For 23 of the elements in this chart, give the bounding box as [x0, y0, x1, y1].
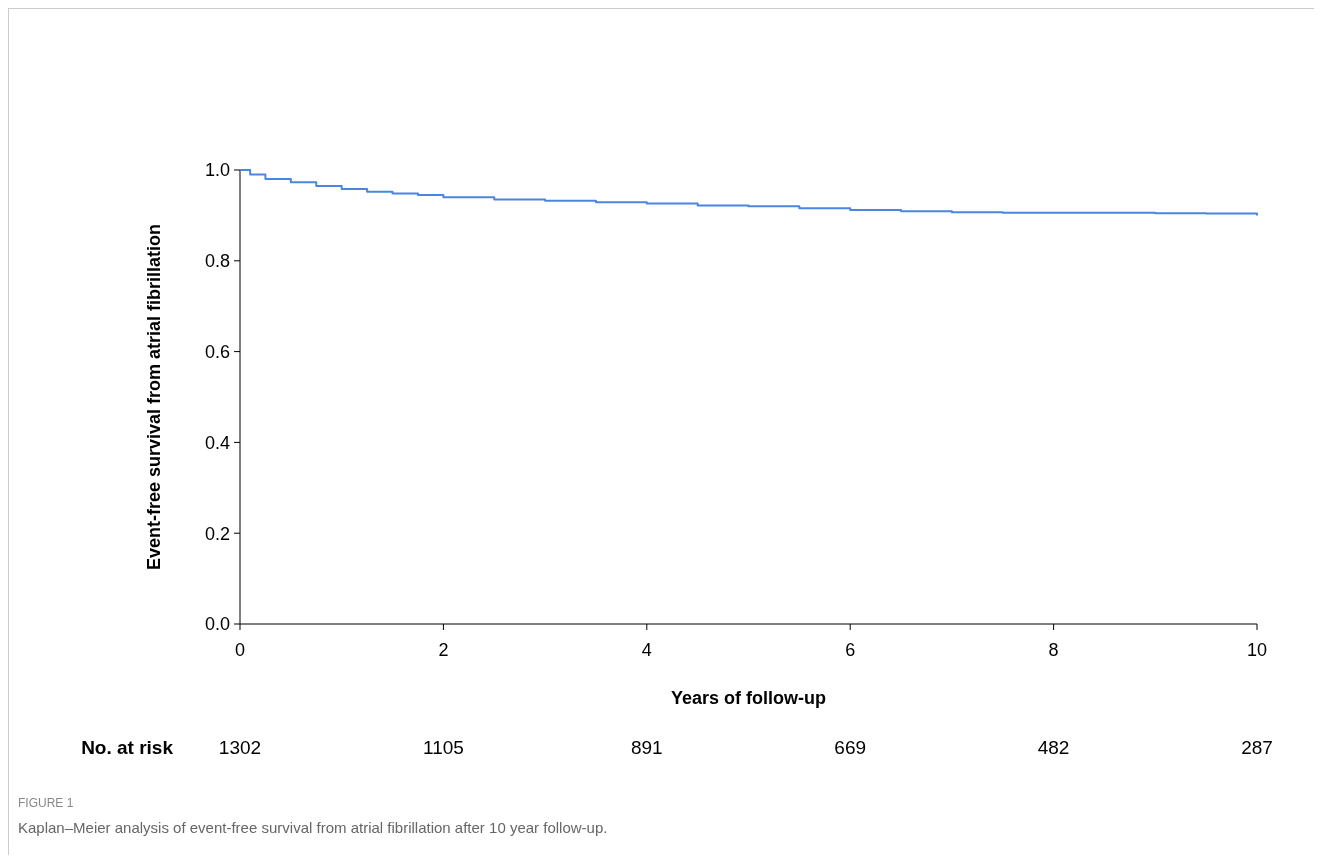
- x-tick-label: 6: [845, 640, 856, 660]
- text: 482: [1037, 737, 1070, 758]
- text: No. at risk: [81, 737, 174, 758]
- x-tick-label: 2: [438, 640, 449, 660]
- y-tick-label: 1.0: [204, 160, 230, 181]
- y-tick-label: 0.4: [204, 432, 230, 453]
- x-tick-label: 8: [1048, 640, 1059, 660]
- text: 1302: [218, 737, 262, 758]
- y-tick-label: 0.2: [204, 523, 230, 544]
- y-tick-label: 0.6: [204, 341, 230, 362]
- x-axis-title: Years of follow-up: [670, 688, 827, 708]
- x-tick-label: 0: [234, 640, 246, 660]
- text: 287: [1241, 737, 1273, 758]
- y-tick-label: 0.8: [204, 251, 230, 272]
- text: 669: [834, 737, 867, 758]
- caption: FIGURE 1: [18, 796, 74, 810]
- text: Kaplan–Meier analysis of event-free survival from atrial fibrillation after 10 year follow-up.: [18, 819, 608, 836]
- x-tick-label: 10: [1246, 640, 1268, 660]
- text: 1105: [422, 737, 464, 758]
- x-tick-label: 4: [641, 640, 652, 660]
- y-tick-label: 0.0: [204, 614, 230, 635]
- y-axis-title: Event-free survival from atrial fibrillation: [144, 223, 164, 571]
- text: 891: [630, 737, 663, 758]
